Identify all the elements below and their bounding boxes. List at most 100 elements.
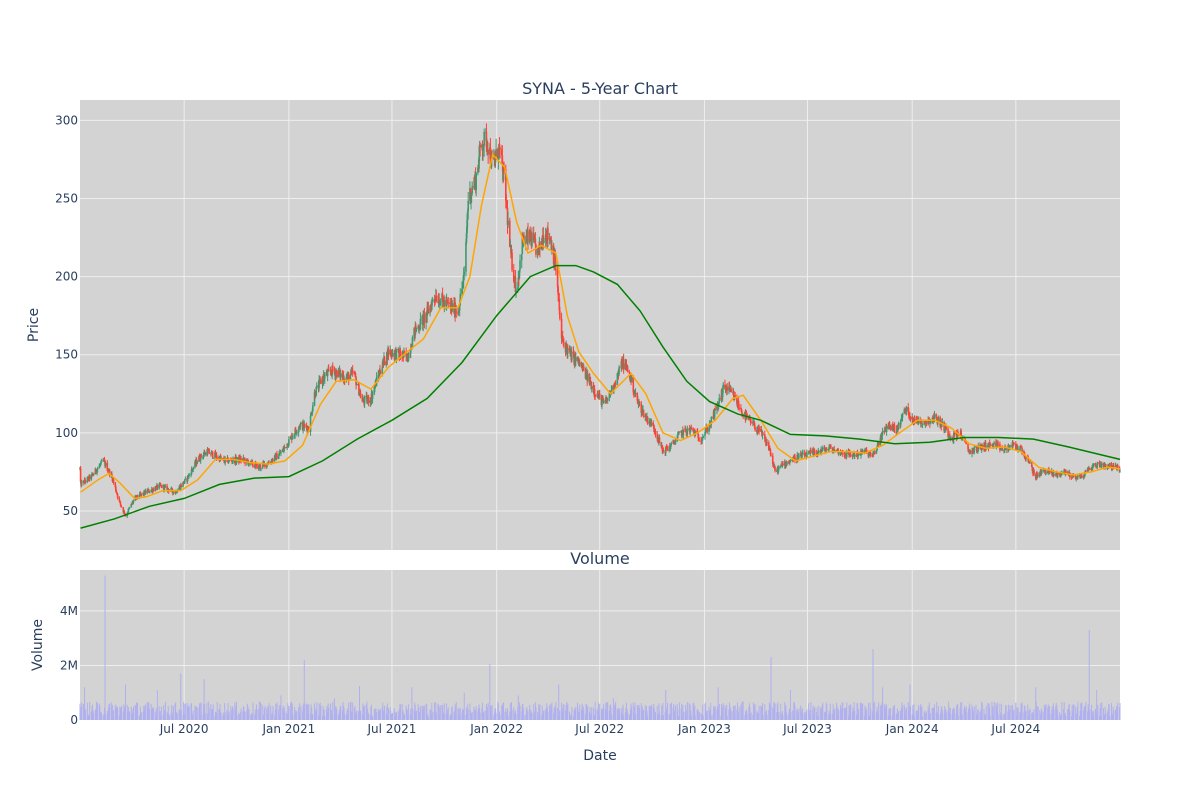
volume-bar (857, 713, 859, 720)
volume-bar (398, 709, 400, 720)
candle-body (865, 450, 868, 453)
volume-bar (816, 707, 818, 720)
candle-body (833, 449, 836, 452)
volume-bar (292, 714, 294, 720)
candle-body (1003, 449, 1006, 451)
volume-bar (242, 706, 244, 720)
candle-body (749, 418, 752, 423)
volume-bar (143, 705, 145, 720)
volume-bar (414, 705, 416, 720)
volume-bar (312, 714, 314, 720)
candle-body (136, 495, 139, 498)
volume-bar (387, 714, 389, 720)
volume-bar (446, 703, 448, 720)
volume-bar (635, 714, 637, 720)
candle-body (208, 449, 211, 454)
volume-bar (626, 708, 628, 720)
volume-bar (337, 715, 339, 720)
candle-body (674, 440, 677, 445)
volume-bar (154, 711, 156, 720)
volume-bar (523, 715, 525, 720)
volume-bar (1084, 706, 1086, 720)
volume-bar (226, 714, 228, 720)
volume-bar (766, 714, 768, 720)
short-moving-average-line[interactable] (80, 153, 1121, 500)
volume-bar (107, 714, 109, 720)
candle-body (618, 367, 621, 369)
candle-body (131, 503, 133, 505)
candle-body (567, 348, 569, 354)
volume-bar (344, 713, 346, 720)
candle-body (465, 242, 467, 272)
volume-bar (405, 705, 407, 720)
volume-bar (274, 709, 276, 720)
volume-bar (1100, 716, 1102, 720)
volume-bar (290, 703, 292, 720)
candle-body (1110, 463, 1113, 469)
candle-body (676, 434, 679, 439)
candle-body (383, 356, 386, 366)
volume-bar (662, 702, 664, 720)
candle-body (828, 446, 830, 450)
candle-body (256, 463, 258, 469)
volume-bar (446, 713, 448, 720)
volume-bar (957, 715, 959, 720)
candle-body (901, 413, 904, 418)
volume-bar (650, 711, 652, 720)
candle-body (457, 312, 459, 314)
volume-bar (625, 702, 627, 720)
candle-body (294, 428, 296, 435)
volume-bar (972, 707, 974, 720)
candle-body (932, 416, 935, 421)
volume-bar (769, 706, 771, 720)
candle-body (1048, 469, 1050, 473)
volume-bar (1003, 714, 1005, 720)
volume-bar (414, 702, 416, 720)
candle-body (976, 450, 979, 452)
volume-bar (156, 690, 158, 720)
candle-body (1103, 464, 1105, 467)
volume-bar (271, 713, 273, 720)
volume-bar (365, 704, 367, 720)
volume-bar (196, 708, 198, 720)
volume-bar (210, 704, 212, 720)
candle-body (588, 374, 591, 384)
candle-body (947, 435, 950, 437)
volume-bar (588, 711, 590, 720)
volume-bar (851, 711, 853, 720)
volume-bar (1023, 712, 1025, 720)
candle-body (1000, 448, 1002, 450)
candle-body (391, 353, 394, 357)
candle-body (191, 469, 193, 471)
volume-bar (944, 706, 946, 720)
volume-bar (931, 707, 933, 720)
volume-bar (124, 706, 126, 720)
volume-bar (231, 709, 233, 720)
volume-bar (961, 702, 963, 720)
long-moving-average-line[interactable] (80, 264, 1121, 529)
volume-bar (753, 714, 755, 720)
volume-bar (333, 698, 335, 720)
volume-bar (549, 709, 551, 720)
volume-bar (493, 715, 495, 720)
candle-body (881, 430, 884, 434)
candle-body (457, 311, 460, 313)
candle-body (1119, 471, 1121, 473)
candle-body (211, 451, 214, 458)
volume-bar (427, 716, 429, 720)
volume-bar-series[interactable] (79, 575, 1121, 720)
candle-body (769, 448, 771, 450)
volume-bar (933, 707, 935, 720)
candle-body (871, 455, 874, 457)
candle-body (761, 430, 763, 436)
candle-body (658, 437, 661, 443)
volume-bar (391, 713, 393, 720)
x-tick-label: Jul 2023 (782, 722, 832, 736)
candle-body (443, 299, 446, 307)
candle-body (814, 451, 816, 453)
volume-bar (1041, 711, 1043, 720)
volume-bar (138, 715, 140, 720)
volume-bar (721, 704, 723, 720)
volume-bar (677, 709, 679, 720)
candle-body (1016, 445, 1018, 448)
